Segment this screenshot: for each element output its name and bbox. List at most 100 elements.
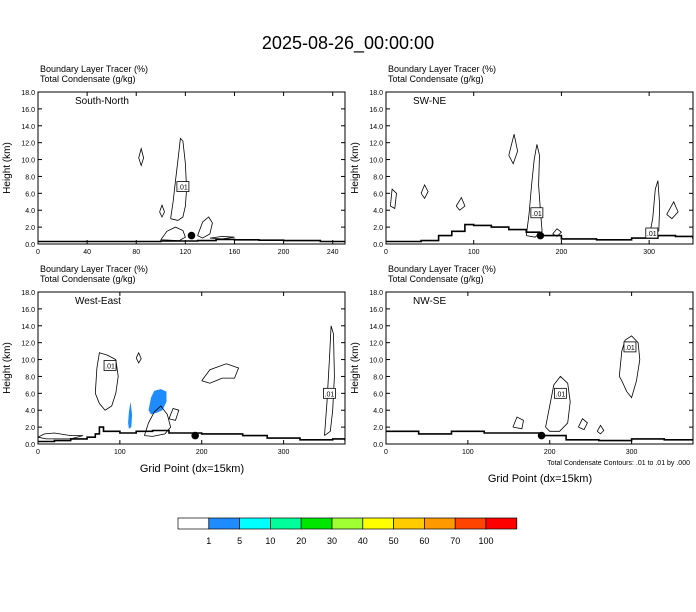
colorbar-swatch xyxy=(362,517,394,530)
y-tick-label: 0.0 xyxy=(25,442,35,449)
x-tick-label: 0 xyxy=(384,249,388,256)
section-name: West-East xyxy=(75,296,121,307)
colorbar-swatch xyxy=(270,517,302,530)
colorbar-swatch xyxy=(454,517,487,530)
condensate-contour xyxy=(666,200,679,220)
contour-label-box xyxy=(530,207,544,219)
colorbar-label: 10 xyxy=(265,536,275,546)
contour-label-box xyxy=(176,181,190,192)
y-tick-label: 2.0 xyxy=(373,425,383,432)
x-tick-label: 100 xyxy=(468,249,480,256)
y-tick-label: 16.0 xyxy=(21,307,35,314)
y-tick-label: 0.0 xyxy=(25,242,35,249)
y-tick-label: 18.0 xyxy=(369,90,383,97)
colorbar-swatch xyxy=(300,517,333,530)
colorbar-label: 20 xyxy=(296,536,306,546)
y-tick-label: 6.0 xyxy=(25,391,35,398)
x-tick-label: 0 xyxy=(36,249,40,256)
condensate-contour xyxy=(209,235,235,240)
tracer-shade xyxy=(128,401,133,429)
location-marker xyxy=(536,231,545,240)
y-tick-label: 0.0 xyxy=(373,242,383,249)
terrain-line xyxy=(386,430,693,442)
colorbar-swatch xyxy=(331,517,364,530)
colorbar-label: 30 xyxy=(327,536,337,546)
plot-frame xyxy=(385,91,694,245)
contour-note: Total Condensate Contours: .01 to .01 by… xyxy=(547,460,690,467)
panel-header-line2: Total Condensate (g/kg) xyxy=(388,274,484,284)
y-tick-label: 12.0 xyxy=(21,141,35,148)
plot-area: .01 .01 xyxy=(386,134,693,243)
x-tick-label: 40 xyxy=(83,249,91,256)
y-tick-label: 2.0 xyxy=(25,225,35,232)
y-tick-label: 10.0 xyxy=(21,358,35,365)
condensate-contour xyxy=(168,408,180,421)
y-tick-label: 12.0 xyxy=(369,341,383,348)
x-tick-label: 300 xyxy=(278,449,290,456)
y-tick-label: 10.0 xyxy=(369,158,383,165)
colorbar-label: 40 xyxy=(358,536,368,546)
condensate-contour xyxy=(508,134,519,165)
panel-header-line1: Boundary Layer Tracer (%) xyxy=(388,264,496,274)
panel-west-east: Boundary Layer Tracer (%)Total Condensat… xyxy=(2,264,346,456)
y-tick-label: 12.0 xyxy=(21,341,35,348)
y-tick-label: 10.0 xyxy=(369,358,383,365)
location-marker xyxy=(191,431,199,440)
y-tick-label: 16.0 xyxy=(369,307,383,314)
y-axis-label: Height (km) xyxy=(2,142,13,194)
x-tick-label: 300 xyxy=(643,249,655,256)
y-tick-label: 10.0 xyxy=(21,158,35,165)
plot-frame xyxy=(385,291,694,445)
condensate-contour xyxy=(525,144,543,238)
panel-header-line1: Boundary Layer Tracer (%) xyxy=(40,264,148,274)
contour-label-box xyxy=(645,227,659,239)
panel-header-line2: Total Condensate (g/kg) xyxy=(40,74,136,84)
contour-label: .01 xyxy=(532,211,542,218)
panel-header-line1: Boundary Layer Tracer (%) xyxy=(388,64,496,74)
panels: Boundary Layer Tracer (%)Total Condensat… xyxy=(2,64,694,456)
y-tick-label: 14.0 xyxy=(369,324,383,331)
contour-label: .01 xyxy=(178,185,188,192)
y-tick-label: 18.0 xyxy=(21,290,35,297)
figure-title: 2025-08-26_00:00:00 xyxy=(262,33,434,54)
condensate-contour xyxy=(390,188,397,210)
condensate-contour xyxy=(138,147,145,167)
x-tick-label: 100 xyxy=(114,449,126,456)
condensate-contour xyxy=(512,416,524,430)
colorbar-label: 100 xyxy=(478,536,493,546)
location-marker xyxy=(537,431,546,440)
x-tick-label: 120 xyxy=(180,249,192,256)
x-tick-label: 100 xyxy=(462,449,474,456)
condensate-contour xyxy=(201,363,240,384)
y-tick-label: 14.0 xyxy=(369,124,383,131)
colorbar-swatch xyxy=(393,517,425,530)
x-axis-label-left: Grid Point (dx=15km) xyxy=(140,463,244,475)
plot-area: .01 .01 xyxy=(38,325,345,443)
colorbar-swatch xyxy=(177,517,210,530)
tracer-shade xyxy=(148,389,167,415)
y-axis-label: Height (km) xyxy=(350,142,361,194)
colorbar-label: 5 xyxy=(237,536,242,546)
y-tick-label: 0.0 xyxy=(373,442,383,449)
x-tick-label: 200 xyxy=(196,449,208,456)
condensate-contour xyxy=(144,405,172,437)
x-tick-label: 240 xyxy=(327,249,339,256)
condensate-contour xyxy=(159,204,165,218)
colorbar-swatch xyxy=(424,517,456,530)
y-tick-label: 8.0 xyxy=(25,174,35,181)
colorbar-label: 50 xyxy=(389,536,399,546)
colorbar-label: 60 xyxy=(419,536,429,546)
y-tick-label: 14.0 xyxy=(21,124,35,131)
contour-label: .01 xyxy=(625,345,635,352)
y-tick-label: 8.0 xyxy=(373,374,383,381)
plot-frame xyxy=(37,291,346,445)
condensate-contour xyxy=(160,226,186,242)
section-name: South-North xyxy=(75,96,129,107)
terrain-line xyxy=(38,238,345,243)
plot-area: .01 xyxy=(38,137,345,243)
section-name: NW-SE xyxy=(413,296,446,307)
y-tick-label: 8.0 xyxy=(373,174,383,181)
y-tick-label: 14.0 xyxy=(21,324,35,331)
colorbar-swatch xyxy=(485,517,518,530)
